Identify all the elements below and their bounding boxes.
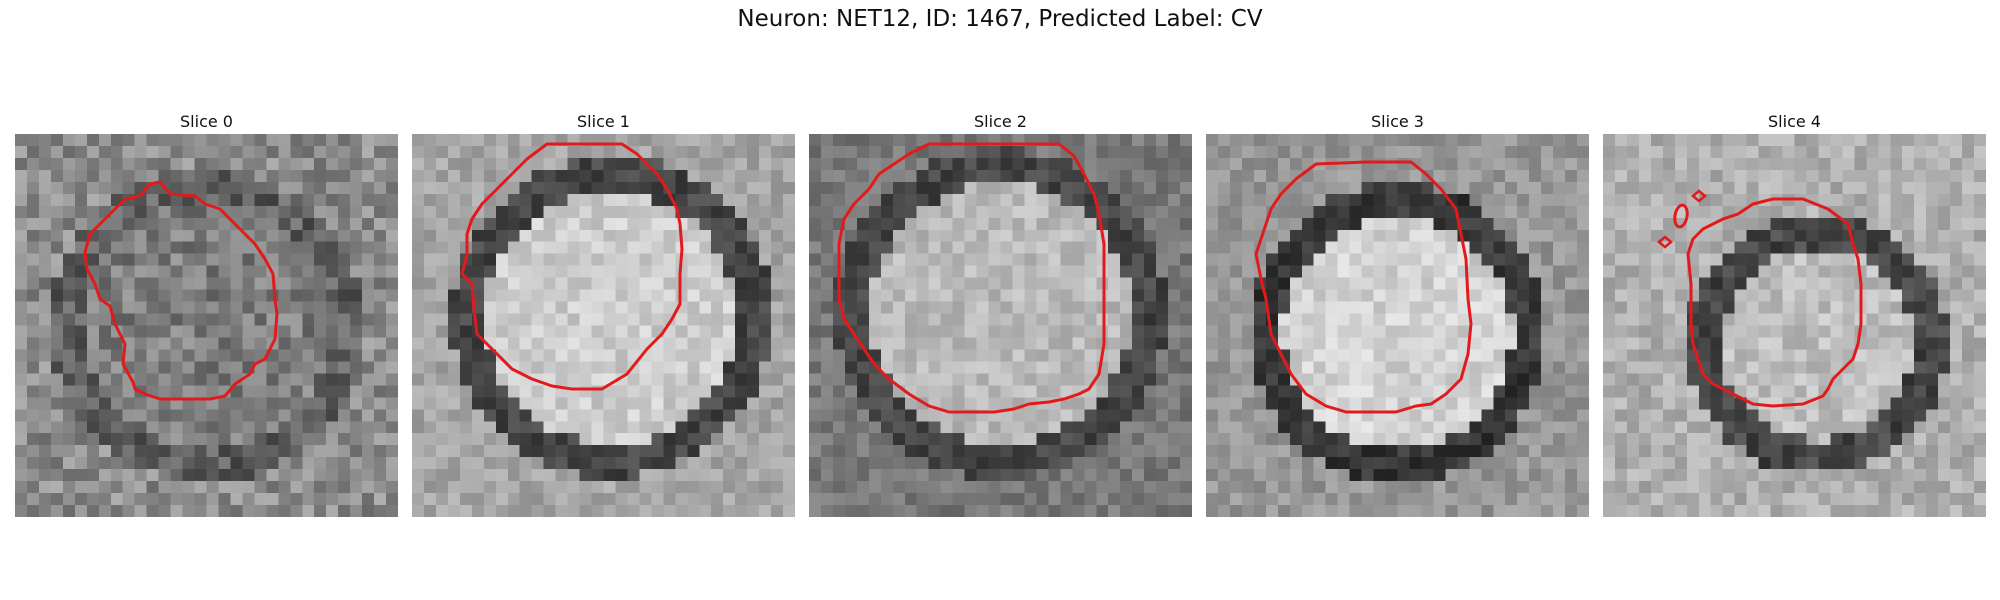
grayscale-slice-image bbox=[809, 134, 1192, 517]
small-contour-diamond bbox=[1657, 235, 1673, 249]
cell-contour bbox=[1254, 160, 1473, 414]
slice-panel-1: Slice 1 bbox=[412, 110, 795, 517]
slice-panel-4: Slice 4 bbox=[1603, 110, 1986, 517]
slice-panel-2: Slice 2 bbox=[809, 110, 1192, 517]
slice-image-1 bbox=[412, 134, 795, 517]
grayscale-slice-image bbox=[15, 134, 398, 517]
slice-title-3: Slice 3 bbox=[1371, 112, 1424, 131]
contour-overlay bbox=[1254, 160, 1473, 414]
slice-title-4: Slice 4 bbox=[1768, 112, 1821, 131]
slice-image-2 bbox=[809, 134, 1192, 517]
slice-panel-3: Slice 3 bbox=[1206, 110, 1589, 517]
contour-overlay bbox=[1657, 189, 1863, 408]
slice-image-0 bbox=[15, 134, 398, 517]
figure-title: Neuron: NET12, ID: 1467, Predicted Label… bbox=[737, 6, 1263, 32]
cell-contour bbox=[1686, 197, 1863, 408]
slice-title-1: Slice 1 bbox=[577, 112, 630, 131]
contour-overlay bbox=[837, 142, 1106, 414]
cell-contour bbox=[460, 142, 684, 391]
small-contour-diamond bbox=[1691, 189, 1707, 203]
cell-contour bbox=[83, 180, 279, 401]
contour-overlay bbox=[83, 180, 279, 401]
cell-contour bbox=[837, 142, 1106, 414]
slice-title-2: Slice 2 bbox=[974, 112, 1027, 131]
slice-image-3 bbox=[1206, 134, 1589, 517]
small-contour-blob bbox=[1673, 203, 1689, 229]
slice-title-0: Slice 0 bbox=[180, 112, 233, 131]
slice-panel-0: Slice 0 bbox=[15, 110, 398, 517]
contour-overlay bbox=[460, 142, 684, 391]
slice-image-4 bbox=[1603, 134, 1986, 517]
